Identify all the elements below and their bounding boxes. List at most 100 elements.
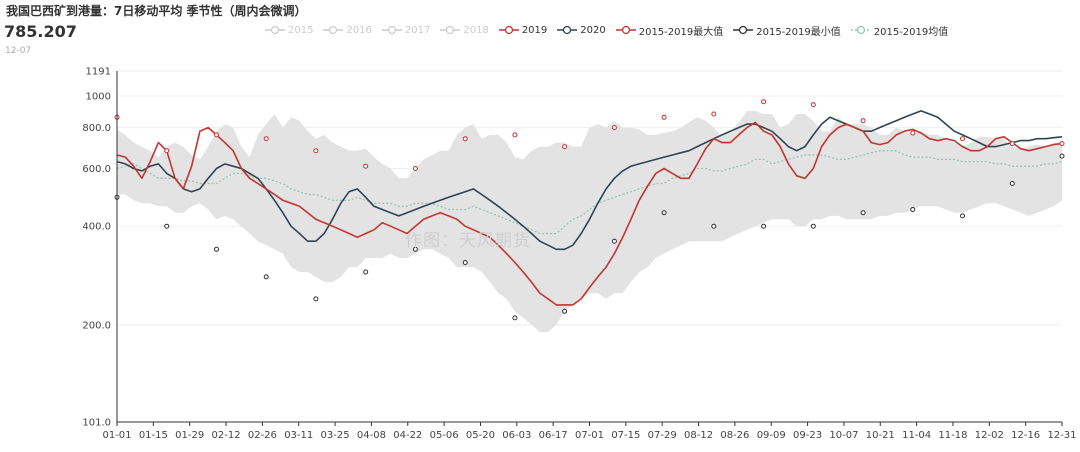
min-marker-54	[562, 308, 568, 314]
x-tick-label-6: 03-25	[321, 430, 350, 441]
x-tick-label-11: 06-03	[502, 430, 531, 441]
legend-swatch-2019	[498, 25, 519, 35]
legend-label-2019: 2019	[521, 24, 548, 36]
min-marker-18	[263, 274, 269, 280]
x-tick-label-10: 05-20	[466, 430, 495, 441]
max-marker-36	[412, 166, 418, 171]
legend-item-2019[interactable]: 2019	[498, 24, 548, 36]
series-line-2020	[116, 110, 1063, 251]
max-marker-78	[761, 99, 767, 105]
x-tick-label-15: 07-29	[648, 430, 677, 441]
min-marker-108	[1009, 181, 1015, 186]
x-tick-label-16: 08-12	[684, 430, 713, 441]
min-marker-24	[313, 296, 319, 302]
x-tick-label-4: 02-26	[248, 430, 277, 441]
max-marker-90	[860, 118, 866, 124]
max-marker-102	[960, 136, 965, 142]
max-marker-84	[810, 102, 816, 108]
legend-item-min[interactable]: 2015-2019最小值	[733, 23, 841, 38]
x-tick-label-14: 07-15	[611, 430, 640, 441]
x-tick-label-9: 05-06	[430, 430, 459, 441]
min-marker-72	[711, 223, 717, 229]
max-marker-96	[910, 130, 916, 136]
min-marker-60	[611, 238, 617, 244]
legend-label-min: 2015-2019最小值	[756, 26, 841, 38]
legend-label-max: 2015-2019最大值	[638, 26, 724, 38]
min-marker-78	[761, 223, 767, 229]
chart-legend: 2015 2016 2017 2018 2019 2020 2015-2019最大值 2015…	[265, 22, 958, 38]
x-tick-label-25: 12-16	[1011, 430, 1040, 441]
x-tick-label-7: 04-08	[357, 430, 386, 441]
legend-swatch-2017	[381, 25, 402, 35]
min-marker-36	[412, 246, 418, 252]
x-tick-label-0: 01-01	[102, 430, 131, 441]
min-marker-96	[910, 207, 916, 212]
y-tick-label-6: 1191	[86, 67, 111, 78]
latest-value: 785.207	[4, 22, 77, 41]
watermark: 作图：天风期货	[405, 231, 531, 251]
y-tick-label-0: 101.0	[82, 418, 111, 429]
x-tick-label-26: 12-31	[1047, 430, 1076, 441]
max-marker-24	[313, 148, 319, 154]
legend-swatch-2020	[557, 25, 578, 35]
x-tick-label-1: 01-15	[139, 430, 168, 441]
latest-date: 12-07	[5, 46, 32, 56]
legend-swatch-max	[615, 25, 636, 35]
max-marker-42	[462, 136, 468, 142]
y-tick-label-3: 600.0	[82, 164, 111, 175]
max-marker-18	[263, 136, 269, 142]
x-tick-label-3: 02-12	[212, 430, 241, 441]
min-marker-6	[164, 223, 170, 229]
legend-item-2016[interactable]: 2016	[323, 24, 372, 36]
min-marker-114	[1059, 153, 1065, 159]
x-tick-label-18: 09-09	[757, 430, 786, 441]
x-tick-label-8: 04-22	[393, 430, 422, 441]
legend-item-2015[interactable]: 2015	[265, 24, 313, 36]
max-marker-72	[711, 111, 717, 117]
legend-label-2020: 2020	[580, 24, 606, 36]
x-tick-label-20: 10-07	[829, 430, 858, 441]
min-marker-42	[462, 260, 468, 265]
legend-swatch-2015	[265, 25, 285, 35]
legend-item-2018[interactable]: 2018	[440, 24, 489, 36]
series-line-2019	[116, 121, 1063, 306]
x-tick-label-12: 06-17	[539, 430, 568, 441]
legend-label-2018: 2018	[463, 24, 489, 36]
legend-item-avg[interactable]: 2015-2019均值	[850, 23, 949, 38]
legend-label-2015: 2015	[288, 24, 314, 36]
max-marker-6	[164, 148, 170, 154]
legend-swatch-avg	[850, 25, 871, 35]
legend-swatch-2018	[440, 25, 461, 35]
legend-label-avg: 2015-2019均值	[873, 26, 949, 38]
y-tick-label-1: 200.0	[82, 320, 111, 331]
max-marker-66	[661, 114, 667, 120]
min-marker-102	[960, 213, 965, 219]
max-marker-114	[1059, 141, 1065, 147]
max-marker-108	[1009, 141, 1015, 147]
x-tick-label-19: 09-23	[793, 430, 822, 441]
min-marker-30	[363, 269, 369, 275]
x-tick-label-2: 01-29	[175, 430, 204, 441]
legend-item-2020[interactable]: 2020	[557, 24, 606, 36]
legend-swatch-2016	[323, 25, 344, 35]
min-marker-12	[214, 246, 219, 252]
legend-label-2017: 2017	[404, 24, 431, 36]
x-tick-label-21: 10-21	[866, 430, 895, 441]
x-tick-label-17: 08-26	[720, 430, 749, 441]
legend-item-max[interactable]: 2015-2019最大值	[615, 23, 724, 38]
x-tick-label-5: 03-11	[284, 430, 313, 441]
range-band-area	[117, 110, 1062, 333]
min-marker-66	[661, 210, 667, 216]
legend-item-2017[interactable]: 2017	[381, 24, 431, 36]
legend-swatch-min	[733, 25, 754, 35]
x-tick-label-22: 11-04	[902, 430, 931, 441]
max-marker-60	[611, 125, 617, 131]
max-marker-12	[214, 132, 219, 138]
min-marker-90	[860, 210, 866, 216]
y-tick-label-5: 1000	[86, 91, 111, 102]
x-tick-label-24: 12-02	[975, 430, 1004, 441]
y-tick-label-4: 800.0	[82, 123, 111, 134]
y-tick-label-2: 400.0	[82, 222, 111, 233]
legend-label-2016: 2016	[346, 24, 372, 36]
